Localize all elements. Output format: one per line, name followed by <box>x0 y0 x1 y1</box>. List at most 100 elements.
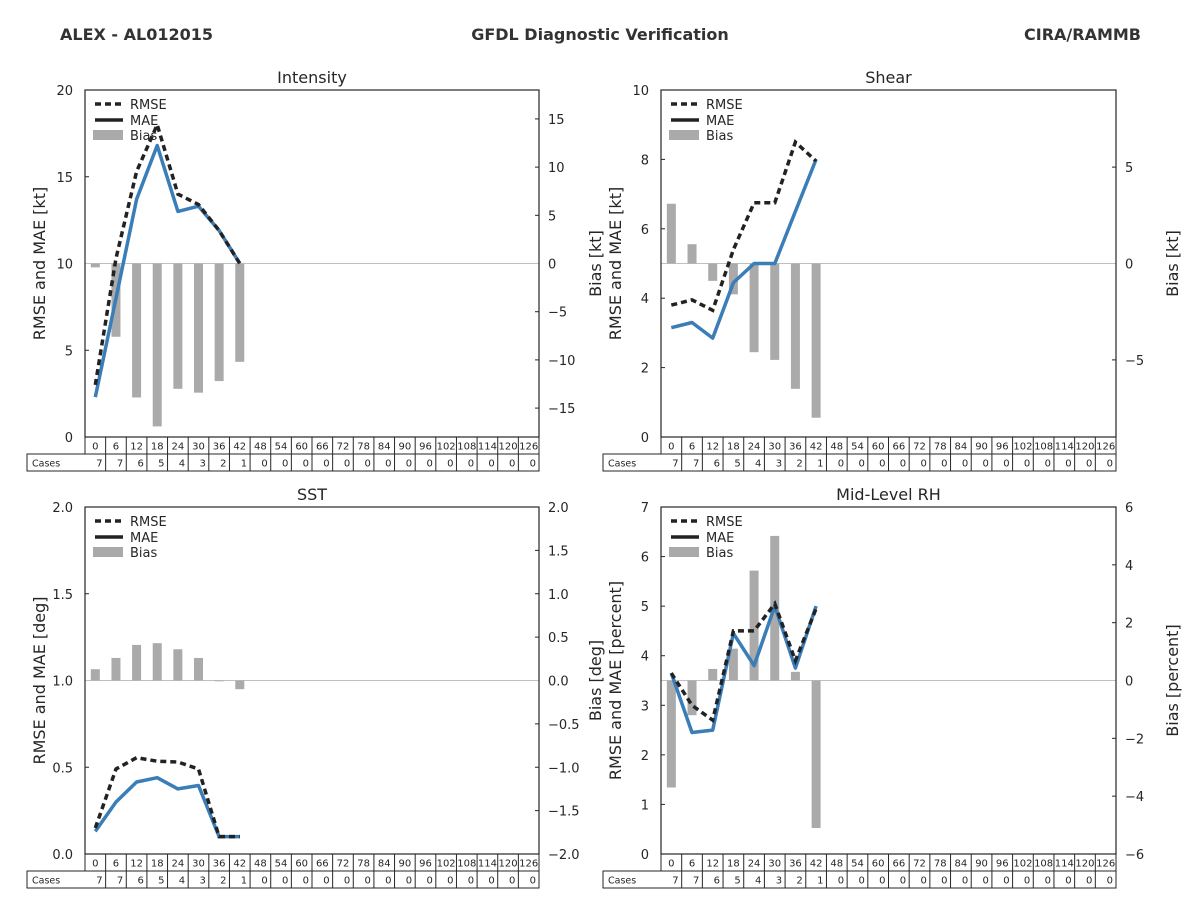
cases-cell: 5 <box>734 459 740 470</box>
bias-bar <box>132 644 142 681</box>
cases-cell: 0 <box>385 459 391 470</box>
legend-rmse-label: RMSE <box>706 98 743 113</box>
cases-cell: 0 <box>1107 459 1113 470</box>
hour-cell: 36 <box>213 859 226 870</box>
y-tick-label: 5 <box>641 600 649 615</box>
hour-cell: 114 <box>1055 859 1074 870</box>
cases-cell: 2 <box>796 459 802 470</box>
y2-tick-label: 0 <box>548 258 556 273</box>
hour-cell: 24 <box>171 442 184 453</box>
chart-title: Intensity <box>277 68 347 87</box>
cases-cell: 0 <box>282 459 288 470</box>
hour-cell: 120 <box>1075 442 1094 453</box>
y-tick-label: 6 <box>641 223 649 238</box>
rmse-line <box>670 138 818 313</box>
hour-cell: 12 <box>130 442 143 453</box>
hour-cell: 48 <box>830 859 843 870</box>
cases-cell: 7 <box>117 459 123 470</box>
y2-tick-label: 1.0 <box>548 588 569 603</box>
hour-cell: 120 <box>1075 859 1094 870</box>
legend-bias-swatch <box>93 130 123 140</box>
hour-cell: 48 <box>254 859 267 870</box>
hour-cell: 60 <box>872 859 885 870</box>
cases-cell: 0 <box>261 876 267 887</box>
hour-cell: 42 <box>810 442 823 453</box>
hour-cell: 42 <box>233 442 246 453</box>
bias-bar <box>214 680 224 682</box>
hour-cell: 18 <box>727 859 740 870</box>
hour-cell: 42 <box>233 859 246 870</box>
legend-rmse-label: RMSE <box>130 98 167 113</box>
legend-mae-label: MAE <box>706 114 734 129</box>
panel-sst: SST 0.0 0.5 1.0 1.5 2.0 −2.0 −1.5 −1.0 −0.5 0.0 0.5… <box>26 485 605 889</box>
bias-bar <box>132 263 142 398</box>
hour-cell: 54 <box>275 442 288 453</box>
hour-cell: 102 <box>1013 859 1032 870</box>
y2-tick-label: −4 <box>1125 790 1144 805</box>
cases-cell: 7 <box>117 876 123 887</box>
hour-cell: 78 <box>357 442 370 453</box>
hour-cell: 126 <box>1096 859 1115 870</box>
agency-label: CIRA/RAMMB <box>1024 25 1141 44</box>
cases-cell: 0 <box>962 876 968 887</box>
cases-cell: 0 <box>282 876 288 887</box>
cases-cell: 0 <box>509 459 515 470</box>
hour-cell: 12 <box>706 859 719 870</box>
legend-mae-label: MAE <box>130 531 158 546</box>
hour-cell: 90 <box>975 442 988 453</box>
cases-cell: 0 <box>1086 876 1092 887</box>
y-tick-label: 0 <box>65 431 73 446</box>
cases-cell: 2 <box>220 459 226 470</box>
y-tick-label: 7 <box>641 501 649 516</box>
y-axis-label: RMSE and MAE [kt] <box>606 187 625 340</box>
cases-cell: 6 <box>138 876 144 887</box>
hour-cell: 84 <box>378 442 391 453</box>
bias-bar <box>790 671 800 681</box>
hour-cell: 0 <box>92 442 98 453</box>
hour-cell: 120 <box>498 859 517 870</box>
hour-cell: 54 <box>851 859 864 870</box>
y-tick-label: 2 <box>641 362 649 377</box>
hour-cell: 78 <box>934 859 947 870</box>
cases-cell: 0 <box>261 459 267 470</box>
cases-cell: 1 <box>241 876 247 887</box>
mae-line <box>669 604 818 735</box>
hour-cell: 66 <box>316 442 329 453</box>
y2-tick-label: −5 <box>548 306 567 321</box>
hour-cell: 96 <box>419 442 432 453</box>
cases-cell: 4 <box>755 876 761 887</box>
hour-cell: 108 <box>1034 442 1053 453</box>
y-tick-label: 20 <box>56 84 73 99</box>
rmse-line <box>669 600 818 724</box>
y2-tick-label: 5 <box>1125 161 1133 176</box>
cases-cell: 7 <box>96 876 102 887</box>
cases-cell: 3 <box>776 876 782 887</box>
hour-cell: 72 <box>337 859 350 870</box>
cases-cell: 0 <box>365 459 371 470</box>
y2-axis-label: Bias [deg] <box>586 640 605 721</box>
hour-cell: 72 <box>913 859 926 870</box>
cases-cell: 7 <box>672 459 678 470</box>
hour-cell: 6 <box>113 859 119 870</box>
y2-tick-label: −2.0 <box>548 848 580 863</box>
cases-cell: 0 <box>983 459 989 470</box>
hour-cell: 24 <box>748 442 761 453</box>
cases-cell: 0 <box>447 876 453 887</box>
bias-bar <box>811 263 821 418</box>
hour-cell: 48 <box>830 442 843 453</box>
hour-cell: 114 <box>478 442 497 453</box>
hour-cell: 108 <box>1034 859 1053 870</box>
bias-bar <box>90 669 100 681</box>
hour-cell: 54 <box>275 859 288 870</box>
hour-cell: 66 <box>892 859 905 870</box>
cases-cell: 0 <box>858 876 864 887</box>
cases-row-label: Cases <box>32 459 60 470</box>
bias-bar <box>666 203 676 264</box>
y-tick-label: 4 <box>641 650 649 665</box>
hour-cell: 36 <box>213 442 226 453</box>
hour-cell: 72 <box>913 442 926 453</box>
hour-cell: 126 <box>1096 442 1115 453</box>
cases-cell: 0 <box>385 876 391 887</box>
hour-cell: 30 <box>768 859 781 870</box>
cases-cell: 5 <box>158 459 164 470</box>
